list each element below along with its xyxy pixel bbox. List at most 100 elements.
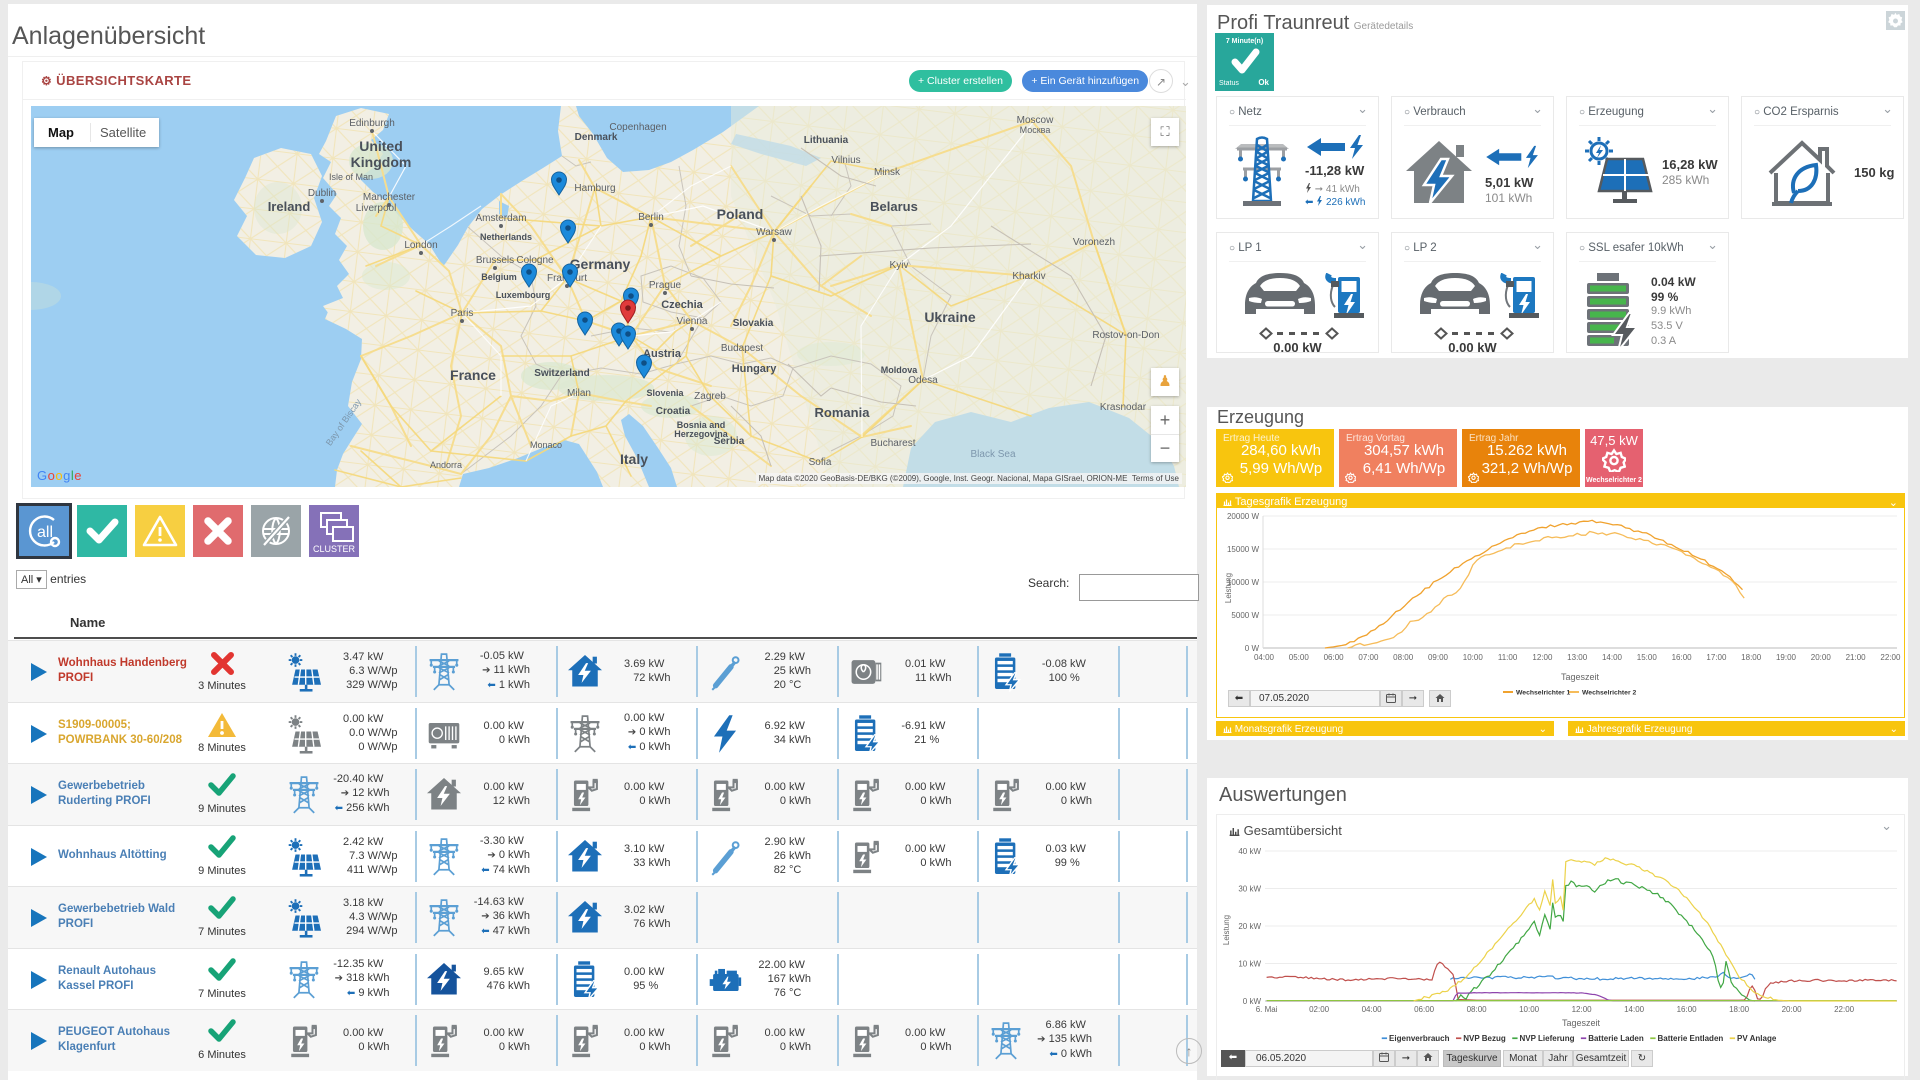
svg-text:Zagreb: Zagreb: [694, 391, 726, 402]
svg-text:Lithuania: Lithuania: [804, 135, 849, 146]
svg-text:Tageszeit: Tageszeit: [1561, 672, 1600, 682]
svg-text:40 kW: 40 kW: [1238, 847, 1261, 856]
svg-text:15000 W: 15000 W: [1227, 545, 1259, 554]
svg-text:0 W: 0 W: [1245, 644, 1260, 653]
svg-text:06:00: 06:00: [1414, 1005, 1435, 1014]
svg-text:Tageszeit: Tageszeit: [1562, 1018, 1601, 1028]
svg-text:Vilnius: Vilnius: [831, 155, 860, 166]
svg-text:Minsk: Minsk: [874, 167, 901, 178]
svg-text:20000 W: 20000 W: [1227, 512, 1259, 521]
svg-text:Prague: Prague: [649, 280, 682, 291]
svg-text:Monaco: Monaco: [530, 440, 562, 450]
svg-text:12:00: 12:00: [1572, 1005, 1593, 1014]
svg-text:Hungary: Hungary: [732, 363, 778, 375]
svg-text:Romania: Romania: [815, 405, 871, 420]
svg-text:20:00: 20:00: [1782, 1005, 1803, 1014]
svg-text:20:00: 20:00: [1811, 653, 1832, 662]
svg-text:Austria: Austria: [643, 348, 682, 360]
svg-text:Manchester: Manchester: [363, 192, 416, 203]
svg-text:10:00: 10:00: [1519, 1005, 1540, 1014]
svg-text:Liverpool: Liverpool: [356, 203, 397, 214]
svg-text:Leistung: Leistung: [1222, 915, 1231, 945]
svg-text:15:00: 15:00: [1637, 653, 1658, 662]
svg-text:Ireland: Ireland: [268, 199, 311, 214]
svg-text:19:00: 19:00: [1776, 653, 1797, 662]
svg-text:14:00: 14:00: [1602, 653, 1623, 662]
svg-text:Black Sea: Black Sea: [970, 449, 1015, 460]
svg-text:Dublin: Dublin: [308, 188, 336, 199]
svg-text:Brussels: Brussels: [476, 255, 514, 266]
svg-text:Warsaw: Warsaw: [756, 227, 793, 238]
svg-text:Rostov-on-Don: Rostov-on-Don: [1092, 330, 1159, 341]
svg-text:Wechselrichter 2: Wechselrichter 2: [1582, 690, 1636, 697]
svg-text:02:00: 02:00: [1309, 1005, 1330, 1014]
svg-text:09:00: 09:00: [1428, 653, 1449, 662]
svg-text:04:00: 04:00: [1362, 1005, 1383, 1014]
svg-text:Odesa: Odesa: [908, 375, 938, 386]
svg-text:06:00: 06:00: [1324, 653, 1345, 662]
svg-text:Paris: Paris: [451, 308, 474, 319]
svg-text:5000 W: 5000 W: [1231, 611, 1259, 620]
svg-text:21:00: 21:00: [1846, 653, 1867, 662]
svg-text:20 kW: 20 kW: [1238, 922, 1261, 931]
svg-text:London: London: [404, 240, 437, 251]
svg-text:Slovenia: Slovenia: [646, 388, 684, 398]
svg-text:16:00: 16:00: [1677, 1005, 1698, 1014]
svg-text:12:00: 12:00: [1532, 653, 1553, 662]
svg-text:07:00: 07:00: [1358, 653, 1379, 662]
svg-text:Sofia: Sofia: [809, 457, 832, 468]
svg-text:Edinburgh: Edinburgh: [349, 118, 395, 129]
svg-text:Voronezh: Voronezh: [1073, 237, 1115, 248]
svg-text:Berlin: Berlin: [638, 212, 664, 223]
svg-text:17:00: 17:00: [1706, 653, 1727, 662]
svg-text:Kyiv: Kyiv: [890, 260, 909, 271]
svg-text:6. Mai: 6. Mai: [1256, 1005, 1278, 1014]
svg-text:all: all: [37, 524, 53, 541]
svg-text:Herzegovina: Herzegovina: [674, 429, 729, 439]
svg-text:CLUSTER: CLUSTER: [313, 544, 356, 554]
svg-text:Belgium: Belgium: [481, 272, 517, 282]
svg-text:Denmark: Denmark: [575, 132, 618, 143]
svg-text:Москва: Москва: [1020, 125, 1051, 135]
svg-text:11:00: 11:00: [1498, 653, 1518, 662]
svg-text:Copenhagen: Copenhagen: [609, 122, 666, 133]
svg-text:Belarus: Belarus: [870, 199, 918, 214]
svg-text:10:00: 10:00: [1463, 653, 1484, 662]
svg-text:Croatia: Croatia: [656, 406, 691, 417]
svg-text:16:00: 16:00: [1672, 653, 1693, 662]
svg-text:Netherlands: Netherlands: [480, 232, 532, 242]
svg-text:Bucharest: Bucharest: [870, 438, 915, 449]
svg-text:08:00: 08:00: [1467, 1005, 1488, 1014]
svg-text:Leistung: Leistung: [1224, 573, 1233, 603]
svg-text:14:00: 14:00: [1624, 1005, 1645, 1014]
svg-text:13:00: 13:00: [1567, 653, 1588, 662]
svg-text:08:00: 08:00: [1393, 653, 1414, 662]
svg-text:22:00: 22:00: [1834, 1005, 1855, 1014]
svg-text:United: United: [359, 138, 403, 154]
svg-text:18:00: 18:00: [1729, 1005, 1750, 1014]
svg-text:Hamburg: Hamburg: [574, 183, 615, 194]
svg-text:Milan: Milan: [567, 388, 591, 399]
svg-text:10000 W: 10000 W: [1227, 578, 1259, 587]
svg-text:Luxembourg: Luxembourg: [496, 290, 551, 300]
svg-text:10 kW: 10 kW: [1238, 960, 1261, 969]
svg-text:04:00: 04:00: [1254, 653, 1275, 662]
svg-text:0 kW: 0 kW: [1243, 997, 1262, 1006]
svg-text:Poland: Poland: [717, 206, 764, 222]
svg-text:France: France: [450, 367, 496, 383]
svg-text:05:00: 05:00: [1289, 653, 1310, 662]
svg-text:Serbia: Serbia: [714, 436, 745, 447]
svg-text:Kingdom: Kingdom: [351, 154, 412, 170]
svg-text:Moldova: Moldova: [881, 365, 918, 375]
svg-text:18:00: 18:00: [1741, 653, 1762, 662]
svg-text:Cologne: Cologne: [516, 255, 554, 266]
svg-text:30 kW: 30 kW: [1238, 885, 1261, 894]
svg-text:Andorra: Andorra: [430, 460, 462, 470]
svg-text:Bosnia and: Bosnia and: [677, 420, 726, 430]
svg-text:Vienna: Vienna: [677, 316, 708, 327]
svg-text:Czechia: Czechia: [661, 299, 703, 311]
svg-text:Krasnodar: Krasnodar: [1100, 402, 1147, 413]
svg-text:Wechselrichter 1: Wechselrichter 1: [1516, 690, 1570, 697]
svg-text:Ukraine: Ukraine: [924, 309, 976, 325]
svg-text:Budapest: Budapest: [721, 343, 763, 354]
